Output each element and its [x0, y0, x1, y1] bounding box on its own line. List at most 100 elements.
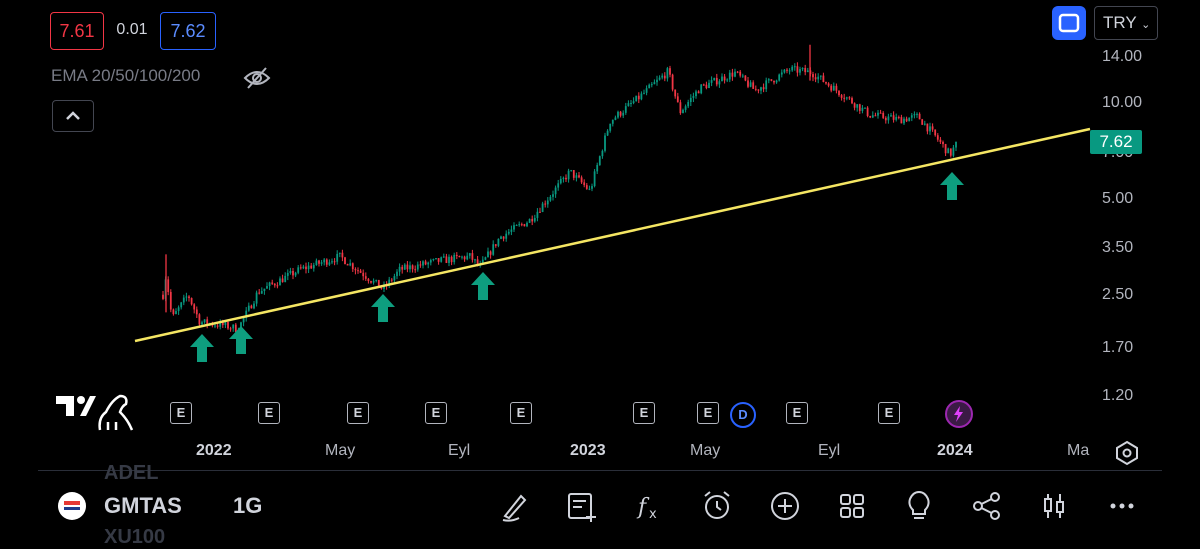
candle-body: [778, 74, 781, 81]
candle-body: [177, 307, 180, 312]
candle-body: [783, 69, 786, 73]
currency-select[interactable]: TRY ⌄: [1094, 6, 1158, 40]
more-icon[interactable]: [1104, 488, 1140, 524]
candle-body: [830, 85, 833, 91]
candle-body: [905, 118, 908, 122]
candle-body: [684, 106, 687, 110]
grid-icon[interactable]: [834, 488, 870, 524]
candle-body: [874, 115, 877, 117]
symbol-name[interactable]: GMTAS: [104, 493, 182, 518]
earnings-marker[interactable]: E: [633, 402, 655, 424]
add-note-icon[interactable]: [564, 488, 600, 524]
candle-body: [544, 203, 547, 205]
earnings-marker[interactable]: E: [347, 402, 369, 424]
earnings-marker[interactable]: E: [170, 402, 192, 424]
candle-body: [619, 111, 622, 116]
candle-body: [843, 97, 846, 99]
candle-body: [645, 88, 648, 93]
collapse-button[interactable]: [52, 100, 94, 132]
candle-body: [333, 261, 336, 263]
candle-body: [913, 114, 916, 116]
bid-price[interactable]: 7.61: [50, 12, 104, 50]
support-arrow-icon: [190, 334, 214, 362]
candle-body: [411, 265, 414, 270]
candle-body: [630, 102, 632, 104]
candles-icon[interactable]: [1036, 488, 1072, 524]
candle-body: [227, 322, 229, 329]
candle-body: [206, 319, 209, 325]
trendline[interactable]: [134, 127, 1091, 343]
candle-body: [247, 305, 250, 311]
candle-body: [375, 279, 378, 281]
next-symbol[interactable]: XU100: [104, 526, 166, 548]
candle-body: [175, 311, 177, 315]
candle-body: [497, 238, 500, 246]
chart-settings-icon[interactable]: [1114, 440, 1140, 466]
candle-body: [492, 244, 495, 255]
candle-body: [674, 89, 677, 97]
support-arrow-icon: [371, 294, 395, 322]
candle-body: [559, 178, 562, 184]
earnings-marker[interactable]: E: [258, 402, 280, 424]
indicator-label[interactable]: EMA 20/50/100/200: [51, 66, 201, 85]
hide-eye-icon[interactable]: [243, 66, 271, 90]
candle-body: [195, 309, 198, 315]
share-icon[interactable]: [969, 488, 1005, 524]
fullscreen-button[interactable]: [1052, 6, 1086, 40]
candle-body: [463, 256, 466, 260]
candle-body: [276, 285, 279, 287]
candle-body: [637, 95, 640, 100]
candle-body: [279, 278, 281, 286]
dividend-marker[interactable]: D: [730, 402, 756, 428]
prev-symbol[interactable]: ADEL: [104, 462, 159, 484]
candle-body: [567, 170, 570, 180]
price-tick-label: 10.00: [1102, 94, 1143, 112]
candle-body: [692, 96, 695, 98]
candle-body: [453, 254, 456, 263]
bulb-icon[interactable]: [901, 488, 937, 524]
candle-body: [502, 236, 505, 239]
candle-body: [661, 75, 664, 78]
candle-body: [284, 275, 287, 283]
candle-body: [908, 117, 911, 122]
brush-icon[interactable]: [497, 488, 533, 524]
candle-body: [234, 324, 237, 332]
fx-icon[interactable]: f x: [632, 488, 668, 524]
candle-body: [606, 130, 609, 136]
chevron-up-icon: [66, 111, 80, 120]
flash-event-icon[interactable]: [945, 400, 973, 428]
candle-body: [835, 85, 838, 91]
candle-body: [744, 75, 747, 81]
candle-body: [305, 266, 307, 270]
earnings-marker[interactable]: E: [697, 402, 719, 424]
interval-button[interactable]: 1G: [233, 493, 263, 518]
candle-body: [593, 171, 596, 187]
candle-body: [435, 258, 437, 260]
earnings-marker[interactable]: E: [786, 402, 808, 424]
candle-body: [286, 272, 289, 276]
earnings-marker[interactable]: E: [425, 402, 447, 424]
candle-body: [273, 283, 276, 286]
earnings-marker[interactable]: E: [878, 402, 900, 424]
candle-body: [900, 117, 903, 124]
candle-body: [736, 71, 739, 73]
candle-body: [926, 123, 929, 132]
candle-body: [947, 148, 950, 154]
candle-body: [349, 263, 352, 266]
candle-body: [297, 267, 300, 273]
candle-body: [193, 304, 196, 310]
divider: [38, 470, 1162, 471]
earnings-marker[interactable]: E: [510, 402, 532, 424]
candle-body: [916, 113, 918, 115]
support-arrow-icon: [940, 172, 964, 200]
candle-body: [910, 115, 913, 118]
candle-body: [458, 256, 461, 258]
candle-body: [609, 123, 612, 131]
alarm-icon[interactable]: [699, 488, 735, 524]
candle-body: [266, 286, 268, 289]
candle-body: [822, 75, 825, 82]
ask-price[interactable]: 7.62: [160, 12, 216, 50]
candle-body: [887, 116, 890, 121]
plus-circle-icon[interactable]: [767, 488, 803, 524]
